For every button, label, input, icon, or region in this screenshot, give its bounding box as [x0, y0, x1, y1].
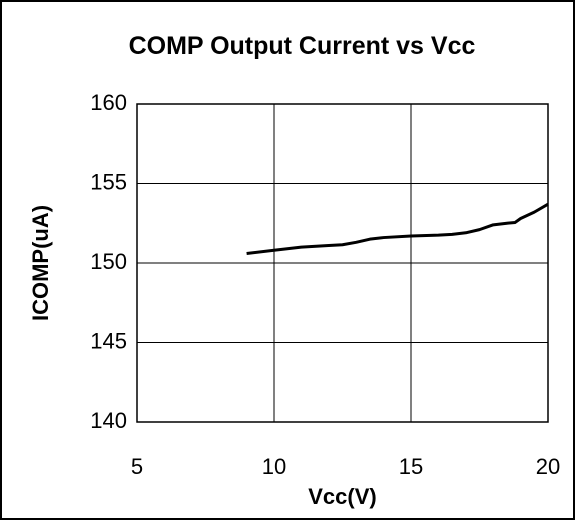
x-tick-label: 10	[262, 454, 286, 479]
data-line	[246, 202, 549, 255]
chart-title: COMP Output Current vs Vcc	[128, 32, 476, 60]
y-tick-label: 140	[90, 408, 127, 433]
plot-area	[136, 103, 549, 423]
x-tick-label: 15	[399, 454, 423, 479]
y-tick-label: 150	[90, 249, 127, 274]
y-tick-label: 155	[90, 169, 127, 194]
x-tick-label: 20	[536, 454, 560, 479]
y-axis-label: ICOMP(uA)	[28, 205, 53, 321]
x-tick-label: 5	[131, 454, 143, 479]
x-axis-label: Vcc(V)	[308, 484, 376, 509]
y-tick-label: 145	[90, 328, 127, 353]
y-tick-label: 160	[90, 90, 127, 115]
